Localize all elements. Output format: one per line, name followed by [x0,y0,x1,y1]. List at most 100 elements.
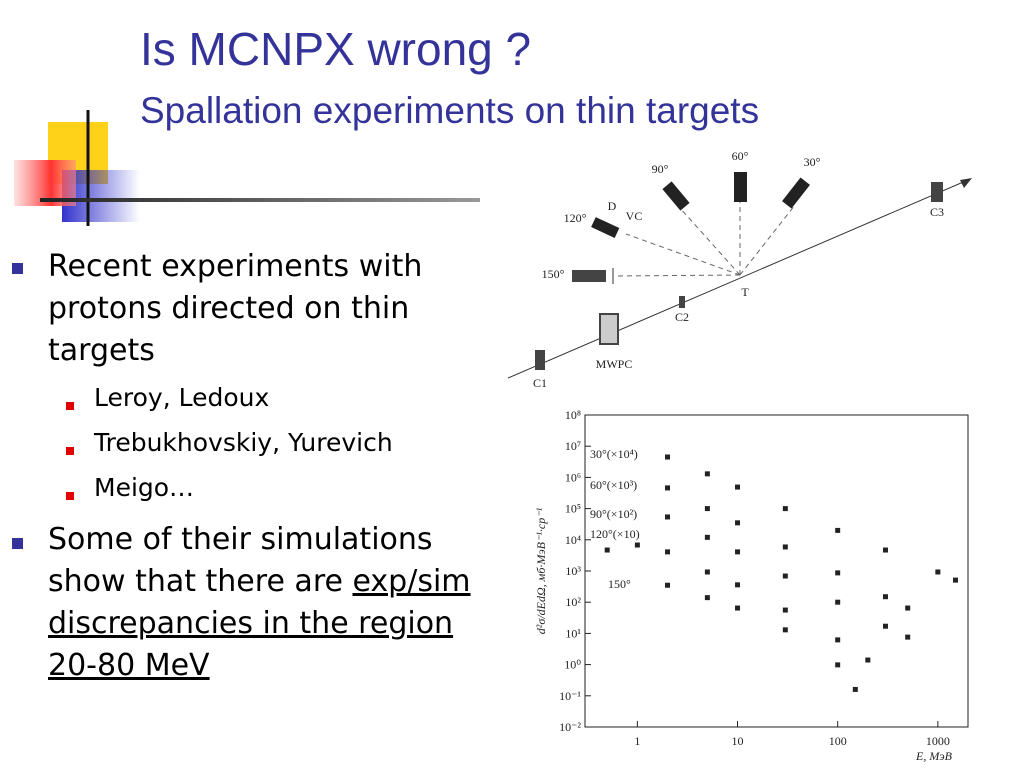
y-tick-label: 10⁵ [565,502,581,516]
beam-line [507,179,969,379]
y-tick-label: 10⁷ [565,439,581,453]
data-point [782,506,788,512]
data-point [782,544,788,550]
series-label: 30°(×10⁴) [590,447,638,461]
mwpc [599,313,619,345]
data-point [835,570,841,576]
data-point [905,634,911,640]
detector [782,177,810,209]
data-point [665,454,671,460]
data-point [735,520,741,526]
diagram-label: C3 [930,205,944,219]
sub-bullet-marker [66,402,74,410]
bullet-text: Some of their simulations show that ther… [48,522,433,599]
data-point [704,506,710,512]
data-point [935,569,941,575]
data-point [634,542,640,548]
diagram-label: C1 [533,376,547,390]
series-label: 60°(×10³) [590,478,637,492]
sub-bullet: Meigo… [94,473,195,502]
diagram-label: 90° [652,162,669,176]
detector [734,172,747,202]
sub-bullet-marker [66,492,74,500]
data-point [882,623,888,629]
data-point [905,605,911,611]
y-tick-label: 10⁶ [565,470,581,484]
counter [679,296,685,308]
horizontal-rule [40,198,480,202]
data-point [782,573,788,579]
bullet-marker [12,263,23,274]
diagram-label: C2 [675,310,689,324]
data-point [835,527,841,533]
data-point [704,471,710,477]
counter [535,350,545,370]
title: Is MCNPX wrong ? [140,23,532,75]
x-tick-label: 1 [634,734,640,748]
diagram-label: 120° [564,211,587,225]
data-point [835,662,841,668]
y-tick-label: 10² [565,595,581,609]
data-point [882,547,888,553]
detector [572,270,606,282]
x-tick-label: 10 [732,734,744,748]
bullet: Some of their simulations show that ther… [48,519,508,687]
data-point [735,484,741,490]
detector-lines [614,200,796,277]
data-point [882,594,888,600]
data-point [865,657,871,663]
data-point [782,627,788,633]
sub-bullet: Trebukhovskiy, Yurevich [94,428,393,457]
data-point [835,599,841,605]
detector [662,181,690,211]
subtitle: Spallation experiments on thin targets [140,90,760,131]
y-tick-label: 10³ [565,564,581,578]
diagram-label: D [608,199,617,213]
data-point [704,534,710,540]
data-point [665,514,671,520]
data-point [735,549,741,555]
diagram-label: 30° [804,155,821,169]
data-point [782,607,788,613]
y-tick-label: 10⁻¹ [559,689,581,703]
bullet: Recent experiments with protons directed… [48,249,423,368]
data-point [604,547,610,553]
diagram-label: T [741,285,749,299]
data-point [835,637,841,643]
x-axis-label: E, МэВ [915,749,953,763]
diagram-label: VC [626,209,643,223]
diagram-label: 60° [732,149,749,163]
x-tick-label: 1000 [926,734,950,748]
x-tick-label: 100 [829,734,847,748]
data-point [665,549,671,555]
series-label: 120°(×10) [590,527,640,541]
series-label: 90°(×10²) [590,507,637,521]
data-point [852,686,858,692]
data-point [735,605,741,611]
counter [931,182,943,202]
detector [591,217,620,239]
data-point [704,595,710,601]
beam-arrow [960,178,972,188]
bullet-marker [12,538,23,549]
diagram-label: MWPC [596,357,633,371]
data-point [735,582,741,588]
y-tick-label: 10¹ [565,626,581,640]
y-tick-label: 10⁻² [559,720,581,734]
y-axis-label: d²σ/dEdΩ, мб·МэВ⁻¹·ср⁻¹ [534,507,548,634]
data-point [952,577,958,583]
plot-frame [584,414,969,728]
data-point [665,485,671,491]
y-tick-label: 10⁸ [565,408,581,422]
data-point [704,569,710,575]
data-point [665,582,671,588]
y-tick-label: 10⁴ [565,533,581,547]
diagram-label: 150° [542,267,565,281]
y-tick-label: 10⁰ [564,658,581,672]
series-label: 150° [608,577,631,591]
sub-bullet-marker [66,447,74,455]
